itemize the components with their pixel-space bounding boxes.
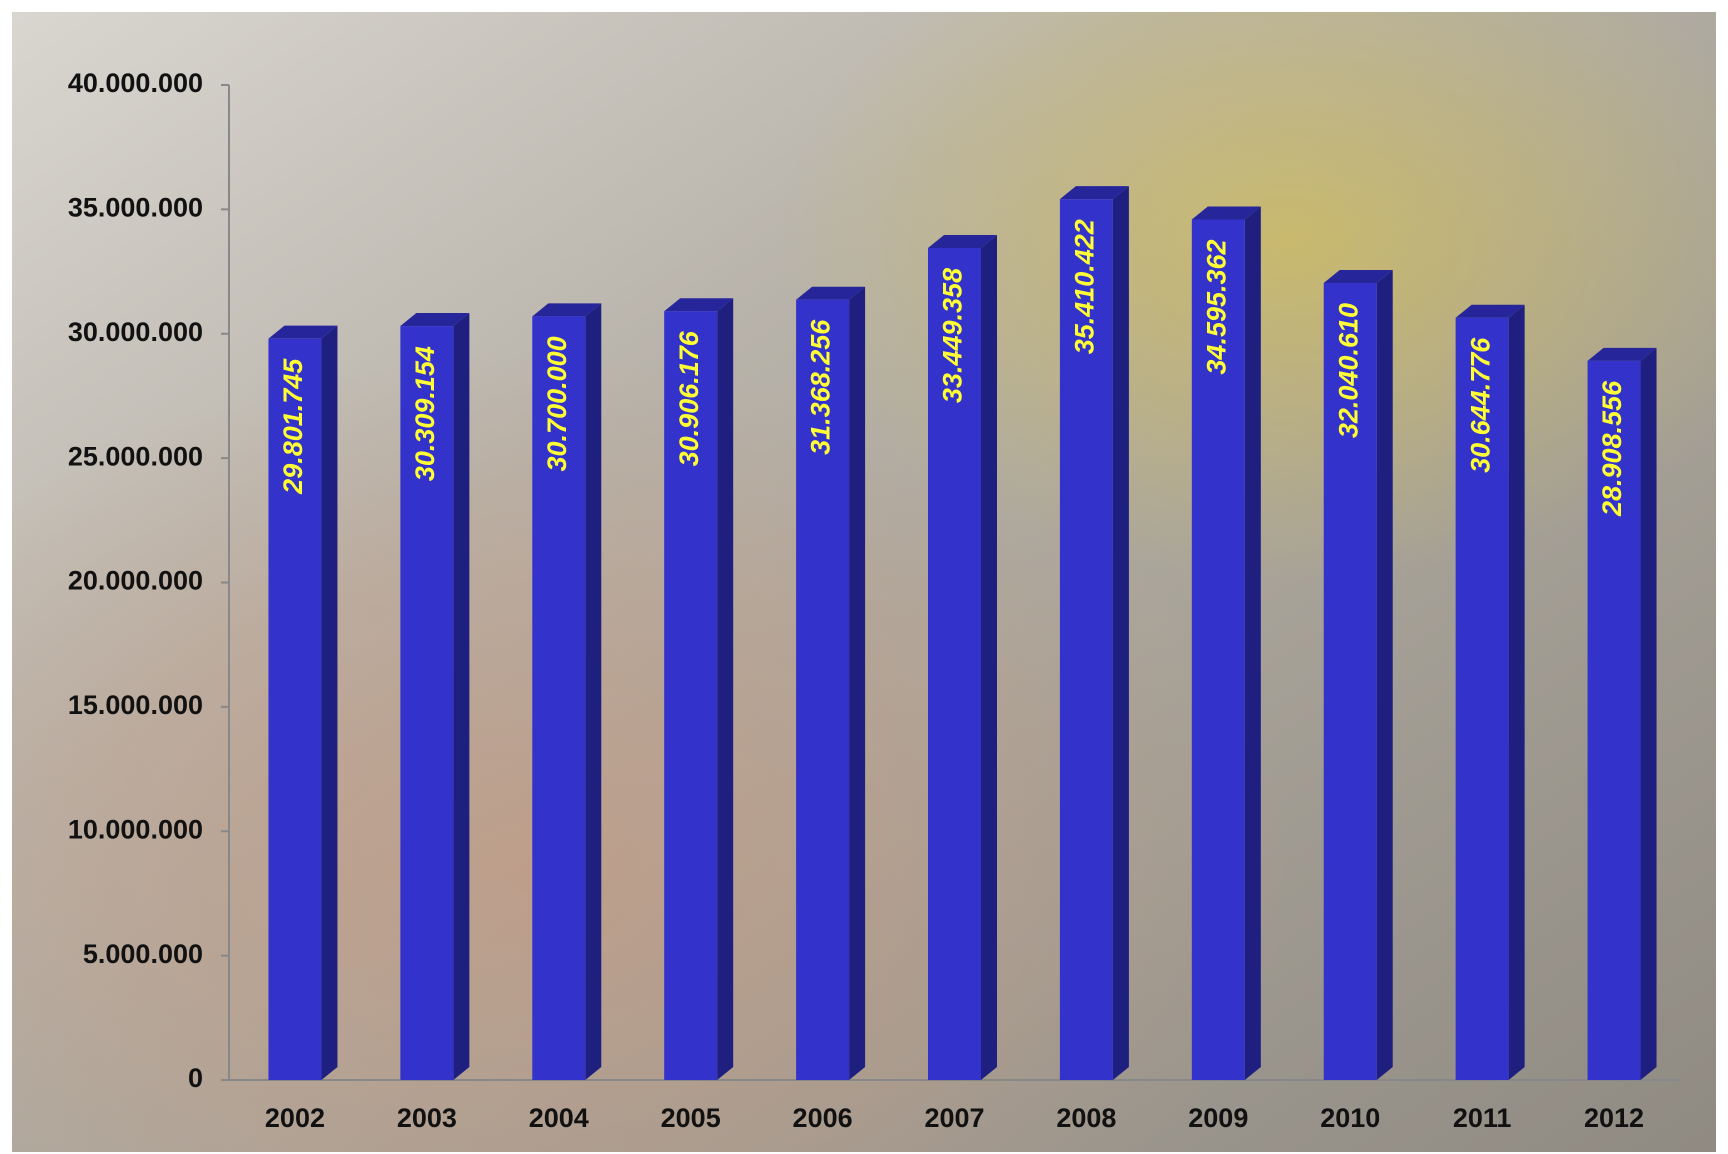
bar-side [849,286,866,1081]
y-tick-label: 10.000.000 [68,814,203,844]
bar-top [1059,186,1129,200]
y-tick-label: 0 [188,1063,203,1093]
value-label: 33.449.358 [938,268,968,403]
x-tick-label: 2012 [1584,1103,1644,1133]
value-label: 30.700.000 [542,336,572,471]
y-tick-label: 40.000.000 [68,68,203,98]
bar-top [1191,206,1261,220]
bar-top [1587,347,1657,361]
value-label: 32.040.610 [1333,303,1363,438]
y-tick-label: 30.000.000 [68,317,203,347]
bar [400,326,454,1080]
value-label: 30.906.176 [674,330,704,466]
bar [928,247,981,1081]
bar [268,338,322,1080]
bar-side [321,325,338,1080]
bar-side [981,234,997,1081]
bar [664,311,718,1080]
y-tick-label: 25.000.000 [68,441,203,471]
y-tick-label: 15.000.000 [68,690,203,720]
value-label: 31.368.256 [806,319,836,455]
x-tick-label: 2007 [924,1103,984,1133]
bar [1191,219,1245,1080]
bar-top [796,286,866,300]
bar-top [268,325,338,339]
x-tick-label: 2004 [529,1103,589,1133]
bar-side [1376,269,1393,1080]
x-tick-label: 2003 [397,1103,457,1133]
value-label: 29.801.745 [278,358,308,495]
x-tick-label: 2010 [1320,1103,1380,1133]
bar-side [1244,206,1261,1080]
bar [532,316,586,1080]
x-tick-label: 2011 [1453,1103,1512,1133]
x-tick-label: 2006 [793,1103,853,1133]
bar [1455,317,1509,1081]
value-label: 30.309.154 [410,346,440,481]
y-tick-label: 35.000.000 [68,193,203,223]
bar-side [585,303,602,1080]
bar [1059,199,1113,1080]
bar-side [1112,186,1129,1080]
x-tick-label: 2009 [1188,1103,1248,1133]
y-tick-label: 5.000.000 [83,939,203,969]
bar-side [1508,304,1525,1081]
bar [1587,360,1641,1080]
bar-top [1323,269,1393,283]
bar-top [400,313,470,327]
bar-side [717,298,734,1080]
bar-side [1640,347,1657,1080]
value-label: 30.644.776 [1465,337,1495,473]
bar [796,299,850,1081]
bar [1323,282,1377,1080]
value-label: 28.908.556 [1597,380,1627,517]
y-tick-label: 20.000.000 [68,566,203,596]
bar-top [928,234,997,248]
bar-top [532,303,602,317]
value-label: 34.595.362 [1201,239,1231,374]
value-label: 35.410.422 [1070,219,1100,354]
x-tick-label: 2005 [661,1103,721,1133]
bar-top [664,298,734,312]
bar-side [453,313,470,1080]
x-tick-label: 2008 [1056,1103,1116,1133]
x-tick-label: 2002 [265,1103,325,1133]
bar-top [1455,304,1525,318]
